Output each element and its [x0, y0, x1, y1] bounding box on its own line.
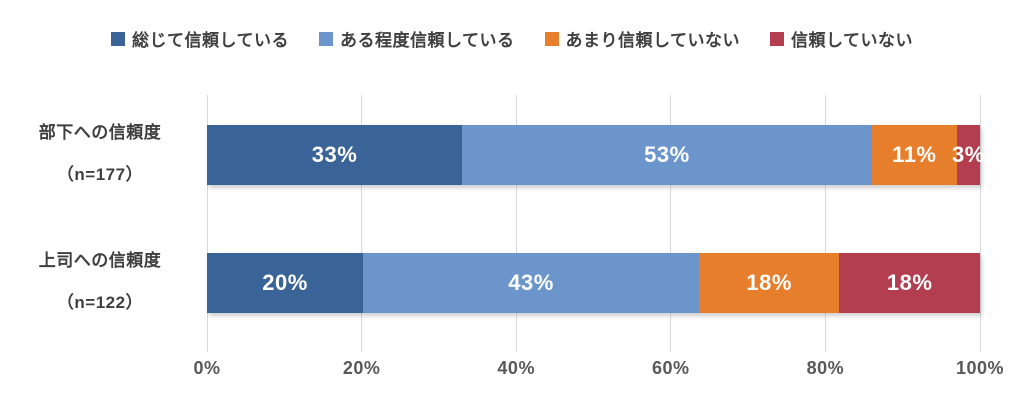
bar-segment-value: 33% [311, 142, 358, 167]
gridline [979, 95, 981, 352]
legend-item: ある程度信頼している [319, 26, 515, 51]
gridline [515, 95, 517, 352]
x-axis-tick-label: 60% [652, 358, 690, 378]
plot-area: 0% 20% 40% 60% 80% 100% 33% 53% 11% 3% 20% 43% 18% 18… [193, 95, 1004, 378]
bar-segment: 18% [698, 253, 840, 313]
x-axis-tick-label: 100% [955, 358, 1005, 378]
bar-segment-value: 18% [886, 270, 933, 295]
legend-item: 総じて信頼している [111, 26, 289, 51]
bar-segment-value: 43% [508, 270, 554, 295]
category-n: （n=122） [56, 293, 144, 312]
bar-segment-value: 11% [892, 142, 937, 167]
stacked-bar: 20% 43% 18% 18% [207, 253, 980, 313]
legend-item: あまり信頼していない [544, 26, 741, 51]
legend-swatch-icon [544, 31, 559, 46]
x-axis-tick-label: 20% [342, 358, 381, 378]
chart-legend: 総じて信頼している ある程度信頼している あまり信頼していない 信頼していない [0, 26, 1024, 51]
bar-segment-value: 18% [746, 270, 792, 295]
bar-segment: 53% [462, 125, 872, 185]
category-label: 部下への信頼度 （n=177） [0, 112, 200, 196]
category-n: （n=177） [56, 165, 144, 184]
legend-label: 総じて信頼している [132, 31, 289, 50]
category-name: 上司への信頼度 [38, 251, 162, 270]
bar-segment-value: 53% [644, 142, 690, 167]
bar-segment-value: 20% [262, 270, 308, 295]
legend-item: 信頼していない [770, 26, 913, 51]
category-name: 部下への信頼度 [38, 123, 162, 142]
bar-segment: 33% [207, 125, 463, 185]
legend-label: ある程度信頼している [340, 31, 515, 50]
bar-segment: 11% [871, 125, 957, 185]
x-axis-tick-label: 80% [806, 358, 845, 378]
gridline [670, 95, 672, 352]
bar-segment: 20% [207, 253, 364, 313]
legend-label: あまり信頼していない [565, 31, 740, 50]
bar-segment: 3% [952, 125, 984, 185]
legend-label: 信頼していない [791, 31, 913, 50]
x-axis-tick-label: 40% [497, 358, 535, 378]
bar-segment: 43% [363, 253, 699, 313]
stacked-bar: 33% 53% 11% 3% [207, 125, 984, 185]
legend-swatch-icon [770, 31, 784, 46]
x-axis-tick-label: 0% [193, 358, 221, 378]
category-label: 上司への信頼度 （n=122） [0, 240, 200, 324]
legend-swatch-icon [319, 31, 333, 46]
bar-segment: 18% [839, 253, 980, 313]
bar-segment-value: 3% [951, 142, 985, 167]
gridline [361, 95, 363, 352]
gridline [206, 95, 208, 352]
gridline [824, 95, 826, 352]
legend-swatch-icon [111, 31, 125, 46]
